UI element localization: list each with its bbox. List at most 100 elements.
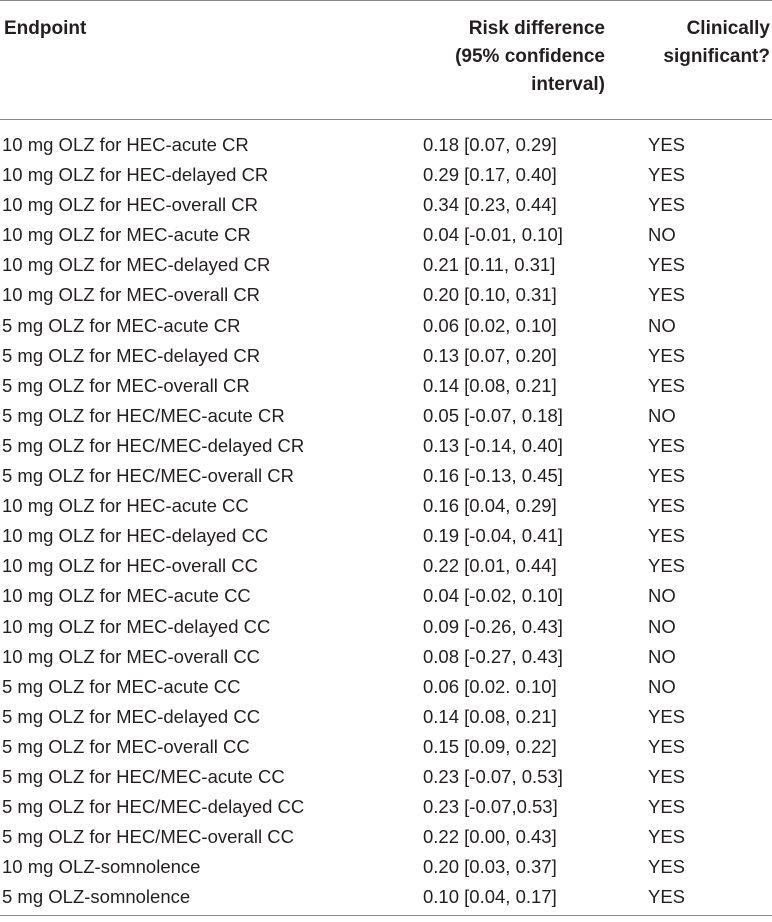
cell-risk-difference: 0.15 [0.09, 0.22]	[423, 735, 557, 757]
cell-endpoint: 5 mg OLZ for HEC/MEC-delayed CC	[2, 796, 305, 818]
cell-clinically-significant: NO	[648, 675, 676, 697]
cell-clinically-significant: YES	[648, 886, 686, 908]
cell-clinically-significant: YES	[648, 796, 686, 818]
cell-endpoint: 10 mg OLZ-somnolence	[2, 856, 201, 878]
cell-risk-difference: 0.20 [0.10, 0.31]	[423, 284, 557, 306]
cell-endpoint: 5 mg OLZ for MEC-acute CC	[2, 675, 241, 697]
cell-risk-difference: 0.23 [-0.07, 0.53]	[423, 765, 563, 787]
cell-endpoint: 10 mg OLZ for HEC-delayed CR	[2, 164, 269, 186]
cell-endpoint: 10 mg OLZ for MEC-acute CR	[2, 224, 251, 246]
cell-risk-difference: 0.04 [-0.01, 0.10]	[423, 224, 563, 246]
table-row: 5 mg OLZ for HEC/MEC-delayed CC 0.23 [-0.…	[0, 792, 772, 822]
table-row: 5 mg OLZ for MEC-delayed CC 0.14 [0.08, 0…	[0, 702, 772, 732]
cell-risk-difference: 0.06 [0.02. 0.10]	[423, 675, 557, 697]
cell-clinically-significant: NO	[648, 585, 676, 607]
cell-endpoint: 10 mg OLZ for HEC-overall CR	[2, 194, 258, 216]
table-row: 10 mg OLZ for HEC-acute CC 0.16 [0.04, 0.…	[0, 491, 772, 521]
cell-endpoint: 10 mg OLZ for HEC-acute CR	[2, 134, 249, 155]
cell-endpoint: 5 mg OLZ for HEC/MEC-acute CR	[2, 404, 285, 426]
cell-risk-difference: 0.13 [0.07, 0.20]	[423, 344, 557, 366]
cell-risk-difference: 0.20 [0.03, 0.37]	[423, 856, 557, 878]
cell-clinically-significant: NO	[648, 224, 676, 246]
cell-endpoint: 10 mg OLZ for MEC-overall CR	[2, 284, 261, 306]
table-row: 10 mg OLZ for MEC-acute CC 0.04 [-0.02, 0…	[0, 581, 772, 611]
table-row: 5 mg OLZ for HEC/MEC-acute CC 0.23 [-0.07…	[0, 762, 772, 792]
table-row: 5 mg OLZ for MEC-delayed CR 0.13 [0.07, 0…	[0, 341, 772, 371]
cell-clinically-significant: YES	[648, 525, 686, 547]
cell-clinically-significant: YES	[648, 434, 686, 456]
cell-endpoint: 5 mg OLZ for MEC-delayed CR	[2, 344, 261, 366]
cell-clinically-significant: NO	[648, 314, 676, 336]
cell-risk-difference: 0.09 [-0.26, 0.43]	[423, 615, 563, 637]
cell-risk-difference: 0.16 [-0.13, 0.45]	[423, 465, 563, 487]
cell-endpoint: 10 mg OLZ for MEC-overall CC	[2, 645, 261, 667]
cell-risk-difference: 0.21 [0.11, 0.31]	[423, 254, 556, 276]
cell-endpoint: 10 mg OLZ for HEC-acute CC	[2, 495, 249, 517]
cell-endpoint: 5 mg OLZ for HEC/MEC-delayed CR	[2, 434, 305, 456]
cell-clinically-significant: YES	[648, 465, 686, 487]
cell-clinically-significant: YES	[648, 164, 686, 186]
cell-risk-difference: 0.22 [0.00, 0.43]	[423, 826, 557, 848]
cell-risk-difference: 0.29 [0.17, 0.40]	[423, 164, 557, 186]
table-row: 10 mg OLZ for MEC-delayed CR 0.21 [0.11, …	[0, 250, 772, 280]
table-row: 10 mg OLZ for MEC-overall CR 0.20 [0.10, …	[0, 280, 772, 310]
cell-risk-difference: 0.13 [-0.14, 0.40]	[423, 434, 563, 456]
header-clin-line-2: significant?	[663, 46, 770, 67]
cell-clinically-significant: YES	[648, 374, 686, 396]
cell-risk-difference: 0.22 [0.01, 0.44]	[423, 555, 557, 577]
table-row: 5 mg OLZ for HEC/MEC-overall CR 0.16 [-0.…	[0, 461, 772, 491]
table-row: 5 mg OLZ for HEC/MEC-delayed CR 0.13 [-0.…	[0, 431, 772, 461]
cell-risk-difference: 0.14 [0.08, 0.21]	[423, 374, 557, 396]
cell-endpoint: 5 mg OLZ for MEC-overall CC	[2, 735, 250, 757]
header-clin-line-1: Clinically	[686, 18, 770, 39]
cell-clinically-significant: NO	[648, 645, 676, 667]
cell-endpoint: 5 mg OLZ for MEC-delayed CC	[2, 705, 261, 727]
cell-clinically-significant: YES	[648, 735, 686, 757]
cell-endpoint: 10 mg OLZ for HEC-overall CC	[2, 555, 258, 577]
table-row: 10 mg OLZ for MEC-acute CR 0.04 [-0.01, 0…	[0, 220, 772, 250]
cell-endpoint: 10 mg OLZ for MEC-acute CC	[2, 585, 251, 607]
table-row: 5 mg OLZ for MEC-acute CR 0.06 [0.02, 0.1…	[0, 311, 772, 341]
cell-endpoint: 5 mg OLZ for MEC-overall CR	[2, 374, 250, 396]
table-header: Endpoint Risk difference (95% confidence…	[0, 0, 772, 120]
cell-endpoint: 10 mg OLZ for HEC-delayed CC	[2, 525, 269, 547]
cell-clinically-significant: YES	[648, 856, 686, 878]
cell-risk-difference: 0.10 [0.04, 0.17]	[423, 886, 557, 908]
cell-endpoint: 10 mg OLZ for MEC-delayed CR	[2, 254, 271, 276]
header-risk-line-2: (95% confidence	[455, 46, 605, 67]
table-row: 5 mg OLZ for MEC-overall CR 0.14 [0.08, 0…	[0, 371, 772, 401]
cell-risk-difference: 0.05 [-0.07, 0.18]	[423, 404, 563, 426]
cell-clinically-significant: YES	[648, 284, 686, 306]
table-row: 10 mg OLZ for MEC-delayed CC 0.09 [-0.26,…	[0, 612, 772, 642]
table-body: 10 mg OLZ for HEC-acute CR 0.18 [0.07, 0.…	[0, 120, 772, 912]
table-row: 5 mg OLZ for MEC-acute CC 0.06 [0.02. 0.1…	[0, 672, 772, 702]
header-endpoint: Endpoint	[4, 18, 87, 39]
cell-clinically-significant: YES	[648, 194, 686, 216]
cell-risk-difference: 0.14 [0.08, 0.21]	[423, 705, 557, 727]
table-row: 10 mg OLZ for HEC-overall CR 0.34 [0.23, …	[0, 190, 772, 220]
cell-risk-difference: 0.16 [0.04, 0.29]	[423, 495, 557, 517]
header-clinically-significant: Clinically significant?	[610, 15, 770, 71]
cell-risk-difference: 0.34 [0.23, 0.44]	[423, 194, 557, 216]
table-row: 10 mg OLZ-somnolence 0.20 [0.03, 0.37] YES	[0, 852, 772, 882]
table-bottom-rule	[0, 915, 772, 916]
cell-clinically-significant: YES	[648, 705, 686, 727]
cell-clinically-significant: YES	[648, 254, 686, 276]
cell-clinically-significant: YES	[648, 826, 686, 848]
table-row: 10 mg OLZ for MEC-overall CC 0.08 [-0.27,…	[0, 642, 772, 672]
cell-endpoint: 5 mg OLZ for MEC-acute CR	[2, 314, 241, 336]
table-row: 5 mg OLZ for MEC-overall CC 0.15 [0.09, 0…	[0, 732, 772, 762]
cell-risk-difference: 0.08 [-0.27, 0.43]	[423, 645, 563, 667]
cell-clinically-significant: YES	[648, 134, 686, 155]
table-row: 10 mg OLZ for HEC-acute CR 0.18 [0.07, 0.…	[0, 130, 772, 160]
table-row: 10 mg OLZ for HEC-delayed CC 0.19 [-0.04,…	[0, 521, 772, 551]
table-row: 5 mg OLZ-somnolence 0.10 [0.04, 0.17] YES	[0, 882, 772, 912]
cell-clinically-significant: YES	[648, 765, 686, 787]
cell-endpoint: 5 mg OLZ-somnolence	[2, 886, 191, 908]
cell-endpoint: 5 mg OLZ for HEC/MEC-overall CR	[2, 465, 294, 487]
cell-risk-difference: 0.23 [-0.07,0.53]	[423, 796, 558, 818]
header-risk-line-3: interval)	[531, 74, 605, 95]
header-risk-line-1: Risk difference	[468, 18, 605, 39]
table-row: 5 mg OLZ for HEC/MEC-overall CC 0.22 [0.0…	[0, 822, 772, 852]
